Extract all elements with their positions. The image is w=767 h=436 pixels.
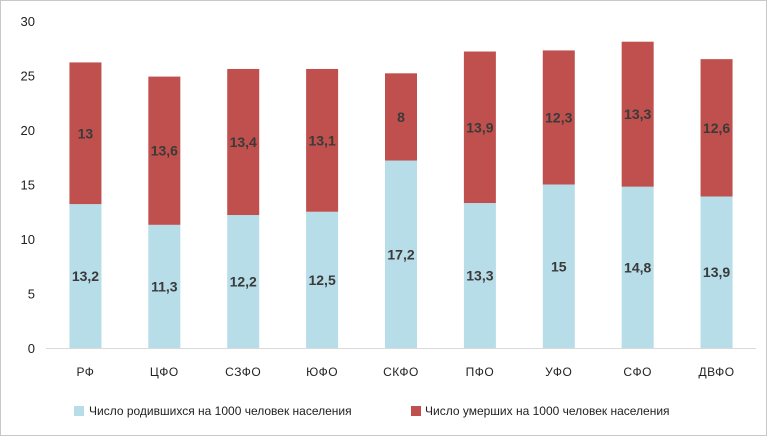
data-label-births: 12,2 [230,274,257,290]
bar-deaths [621,41,654,187]
data-label-births: 14,8 [624,259,651,275]
bar-births [148,224,181,348]
bar-births [227,215,260,348]
bar-deaths [463,51,496,204]
y-tick-label: 25 [21,69,35,84]
legend-swatch-births [74,406,84,416]
x-tick-label: ЦФО [150,365,179,379]
data-label-births: 17,2 [387,246,414,262]
bar-births [700,196,733,348]
y-tick-label: 0 [28,341,35,356]
data-label-births: 12,5 [308,272,335,288]
data-label-deaths: 13,1 [308,132,335,148]
x-tick-label: РФ [76,365,94,379]
bar-births [69,204,102,348]
bar-deaths [542,50,575,185]
y-tick-label: 15 [21,178,35,193]
bar-deaths [700,59,733,197]
data-label-deaths: 12,3 [545,109,572,125]
bar-births [542,184,575,348]
y-tick-label: 10 [21,232,35,247]
bar-deaths [148,76,181,225]
y-tick-label: 5 [28,287,35,302]
data-label-births: 13,9 [703,264,730,280]
x-tick-label: СФО [623,365,652,379]
data-label-deaths: 13,4 [230,134,257,150]
bar-deaths [227,68,260,216]
bar-births [463,203,496,348]
x-tick-label: УФО [545,365,572,379]
bar-deaths [69,62,102,205]
data-label-deaths: 13 [78,125,94,141]
y-tick-label: 20 [21,123,35,138]
data-label-births: 13,3 [466,268,493,284]
bar-deaths [385,73,417,161]
legend: Число родившихся на 1000 человек населен… [74,404,670,418]
legend-label-births: Число родившихся на 1000 человек населен… [89,404,352,418]
x-tick-label: ДВФО [698,365,734,379]
y-tick-label: 30 [21,14,35,29]
bar-births [306,211,339,348]
x-tick-label: СКФО [383,365,419,379]
legend-swatch-deaths [411,406,421,416]
data-label-deaths: 13,6 [151,143,178,159]
x-tick-label: ПФО [466,365,495,379]
x-tick-label: ЮФО [306,365,338,379]
bars [69,41,733,348]
legend-label-deaths: Число умерших на 1000 человек населения [425,404,670,418]
bar-births [385,160,417,348]
data-label-deaths: 8 [397,109,405,125]
data-labels: 13,2 13 11,3 13,6 12,2 13,4 12,5 13,1 17,2 8 13,3 1… [72,106,731,294]
data-label-births: 13,2 [72,268,99,284]
x-axis: РФ ЦФО СЗФО ЮФО СКФО ПФО УФО СФО ДВФО [46,348,756,379]
data-label-births: 15 [551,258,567,274]
data-label-deaths: 13,3 [624,106,651,122]
x-tick-label: СЗФО [225,365,261,379]
bar-deaths [306,68,339,212]
data-label-deaths: 12,6 [703,120,730,136]
data-label-deaths: 13,9 [466,119,493,135]
bar-births [621,186,654,348]
y-axis: 0 5 10 15 20 25 30 [21,14,35,356]
data-label-births: 11,3 [151,278,178,294]
